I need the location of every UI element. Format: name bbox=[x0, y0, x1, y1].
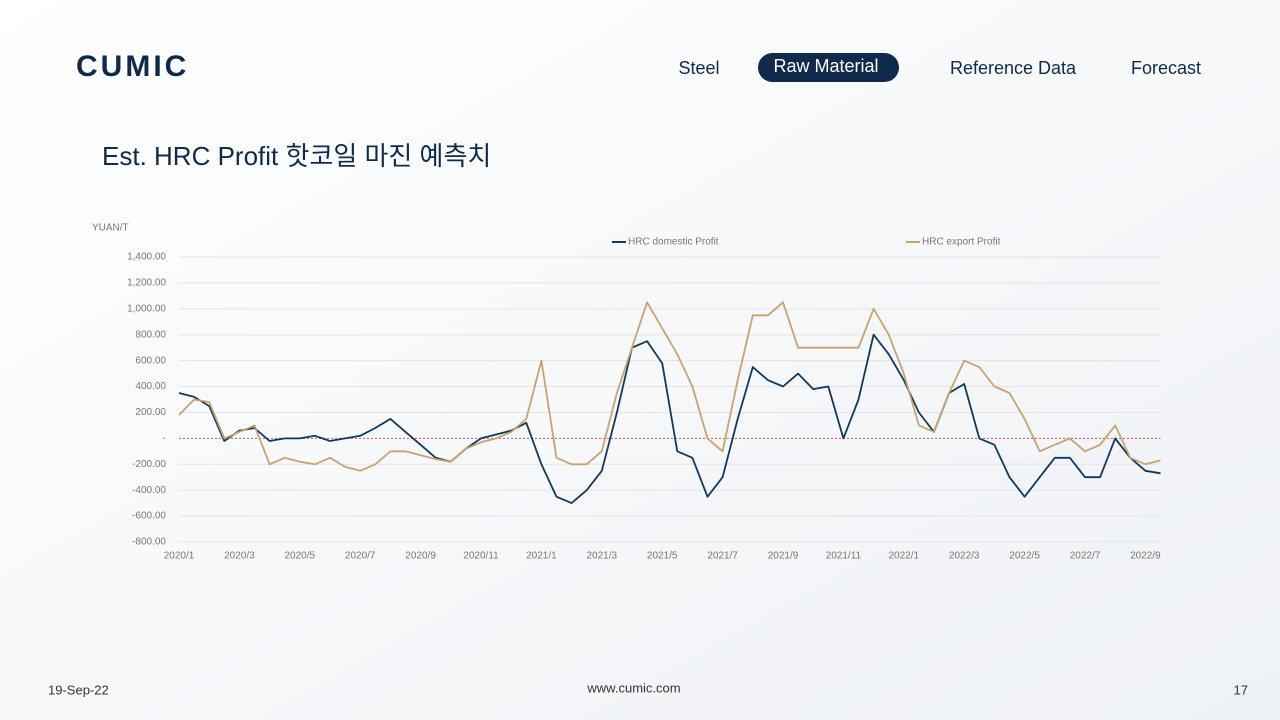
y-tick-label: 800.00 bbox=[135, 329, 166, 340]
y-tick-label: -800.00 bbox=[132, 537, 166, 548]
x-tick-label: 2022/7 bbox=[1070, 551, 1101, 562]
y-tick-label: -600.00 bbox=[132, 511, 166, 522]
x-tick-label: 2021/5 bbox=[647, 551, 678, 562]
y-tick-label: 200.00 bbox=[135, 407, 166, 418]
series-line bbox=[178, 301, 1161, 472]
x-tick-label: 2020/3 bbox=[224, 551, 255, 562]
y-tick-label: 1,000.00 bbox=[127, 303, 166, 314]
y-tick-label: 400.00 bbox=[135, 381, 166, 392]
y-tick-label: 1,400.00 bbox=[127, 252, 166, 263]
nav-item[interactable]: Raw Material bbox=[773, 56, 878, 76]
y-tick-label: -400.00 bbox=[132, 485, 166, 496]
legend-label: HRC export Profit bbox=[922, 237, 1001, 248]
x-tick-label: 2020/9 bbox=[405, 551, 436, 562]
series-line bbox=[178, 333, 1161, 504]
y-tick-label: 600.00 bbox=[135, 355, 166, 366]
y-tick-label: 1,200.00 bbox=[127, 278, 166, 289]
x-tick-label: 2022/5 bbox=[1009, 551, 1040, 562]
nav-item[interactable]: Forecast bbox=[1131, 58, 1201, 78]
footer-page: 17 bbox=[1234, 682, 1248, 697]
nav-active-pill bbox=[758, 53, 899, 82]
legend-label: HRC domestic Profit bbox=[628, 237, 719, 248]
x-tick-label: 2020/11 bbox=[463, 551, 499, 562]
x-tick-label: 2020/1 bbox=[164, 551, 195, 562]
x-tick-label: 2021/1 bbox=[526, 551, 557, 562]
x-tick-label: 2020/5 bbox=[285, 551, 316, 562]
nav-item[interactable]: Reference Data bbox=[950, 58, 1077, 78]
x-tick-label: 2021/11 bbox=[826, 551, 862, 562]
x-tick-label: 2022/1 bbox=[889, 551, 920, 562]
x-tick-label: 2022/9 bbox=[1130, 551, 1161, 562]
y-axis-label: YUAN/T bbox=[92, 223, 129, 234]
x-tick-label: 2021/7 bbox=[707, 551, 738, 562]
footer-date: 19-Sep-22 bbox=[48, 682, 109, 697]
nav-item[interactable]: Steel bbox=[678, 58, 719, 78]
y-tick-label: - bbox=[163, 433, 166, 444]
x-tick-label: 2020/7 bbox=[345, 551, 376, 562]
x-tick-label: 2022/3 bbox=[949, 551, 980, 562]
y-tick-label: -200.00 bbox=[132, 459, 166, 470]
chart-title: Est. HRC Profit 핫코일 마진 예측치 bbox=[102, 141, 491, 171]
logo: CUMIC bbox=[76, 50, 189, 83]
x-tick-label: 2021/3 bbox=[587, 551, 618, 562]
footer-website: www.cumic.com bbox=[586, 680, 680, 695]
x-tick-label: 2021/9 bbox=[768, 551, 799, 562]
